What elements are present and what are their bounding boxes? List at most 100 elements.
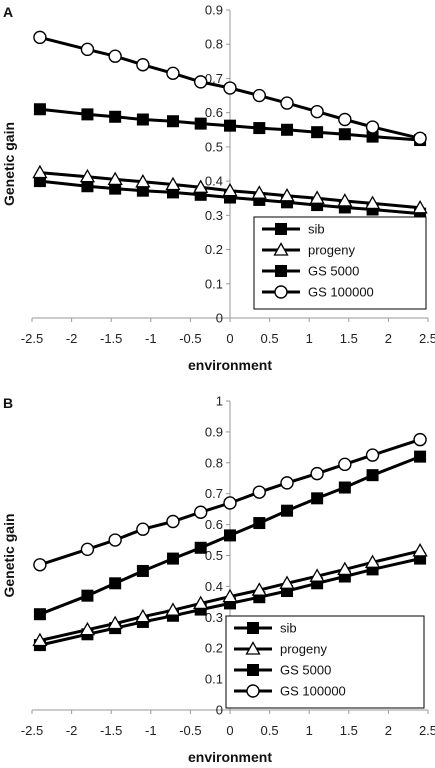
- data-point: [365, 448, 380, 462]
- panel-label: A: [3, 4, 13, 20]
- data-point: [280, 476, 294, 490]
- y-tick-label: 0.9: [205, 3, 223, 18]
- data-point: [33, 103, 46, 116]
- y-tick-label: 0.2: [205, 242, 223, 257]
- series-progeny: [32, 543, 428, 647]
- y-tick-label: 0.6: [205, 105, 223, 120]
- legend-swatch-marker: [275, 223, 287, 235]
- data-point: [108, 533, 122, 547]
- y-tick-label: 0: [216, 703, 223, 718]
- y-tick-label: 0.3: [205, 610, 223, 625]
- y-tick-label: 0.1: [205, 672, 223, 687]
- x-tick-label: 1.5: [340, 723, 358, 738]
- series-gs-100000: [33, 30, 427, 146]
- legend-swatch-marker: [247, 664, 259, 676]
- data-point: [338, 112, 352, 127]
- legend-swatch-marker: [246, 684, 260, 698]
- x-tick-label: 2.5: [419, 331, 435, 346]
- data-point: [337, 193, 353, 207]
- data-point: [166, 514, 180, 529]
- y-tick-label: 0.8: [205, 455, 223, 470]
- data-point: [251, 582, 267, 596]
- x-tick-label: 0.5: [261, 331, 279, 346]
- data-point: [193, 595, 209, 610]
- x-tick-label: 2: [385, 331, 392, 346]
- chart-panel-b: B 0 0.1 0.2 0.3 0.4 0.5 0.6 0.7 0.8 0.9 1 -2.5 -2 -1.5…: [1, 394, 435, 766]
- x-tick-label: -1: [145, 723, 157, 738]
- data-point: [193, 75, 208, 89]
- y-tick-label: 0: [216, 311, 223, 326]
- data-point: [338, 457, 352, 472]
- x-tick-label: -2.5: [21, 331, 43, 346]
- x-tick-label: -2.5: [21, 723, 43, 738]
- legend-item: progeny: [262, 242, 355, 258]
- data-point: [109, 577, 122, 590]
- legend: sib progeny GS 5000 GS 100000: [253, 216, 427, 310]
- data-point: [107, 171, 123, 186]
- data-point: [338, 128, 351, 141]
- data-point: [109, 110, 122, 123]
- y-axis-label: Genetic gain: [1, 513, 17, 597]
- x-axis-label: environment: [188, 357, 272, 373]
- legend-label: GS 100000: [308, 285, 374, 300]
- data-point: [32, 164, 48, 179]
- x-tick-label: 1: [306, 331, 313, 346]
- legend-label: progeny: [280, 642, 327, 657]
- data-point: [281, 123, 294, 136]
- data-point: [223, 496, 237, 510]
- chart-panel-a: A00.10.20.30.40.50.60.70.80.9-2.5 -2 -1.5-…: [1, 3, 435, 374]
- data-point: [413, 131, 427, 146]
- x-tick-label: -2: [66, 331, 78, 346]
- data-point: [193, 505, 208, 519]
- data-point: [135, 173, 151, 188]
- data-point: [311, 126, 324, 139]
- data-point: [253, 517, 266, 530]
- data-point: [338, 481, 351, 494]
- data-point: [365, 120, 380, 134]
- legend-item: GS 100000: [234, 684, 346, 699]
- data-point: [224, 119, 236, 132]
- data-point: [33, 30, 47, 45]
- legend-swatch-marker: [273, 242, 289, 256]
- data-point: [165, 602, 181, 616]
- data-point: [251, 185, 267, 199]
- data-point: [194, 541, 207, 554]
- data-point: [366, 469, 379, 482]
- legend-item: sib: [234, 621, 297, 636]
- data-point: [33, 558, 47, 572]
- x-tick-label: 0.5: [261, 723, 279, 738]
- y-tick-label: 0.3: [205, 208, 223, 223]
- legend-item: GS 5000: [262, 264, 359, 279]
- data-point: [79, 168, 96, 183]
- data-point: [80, 42, 95, 57]
- data-point: [309, 190, 325, 204]
- data-point: [310, 466, 324, 481]
- data-point: [32, 632, 48, 647]
- data-point: [224, 529, 236, 542]
- x-tick-label: -1.5: [100, 331, 122, 346]
- data-point: [310, 104, 324, 119]
- series-gs-100000: [33, 432, 427, 572]
- x-tick-label: -1.5: [100, 723, 122, 738]
- data-point: [309, 568, 325, 582]
- legend-item: GS 100000: [262, 285, 374, 300]
- legend-swatch-marker: [245, 641, 261, 655]
- data-point: [33, 608, 46, 621]
- data-point: [165, 176, 181, 191]
- data-point: [222, 588, 238, 603]
- data-point: [166, 552, 179, 565]
- data-point: [337, 561, 353, 576]
- legend-swatch-marker: [274, 285, 288, 299]
- y-tick-label: 0.4: [205, 174, 223, 189]
- legend-item: progeny: [234, 641, 327, 657]
- data-point: [253, 122, 266, 135]
- data-point: [412, 199, 428, 214]
- y-tick-label: 0.8: [205, 37, 223, 52]
- legend-item: sib: [262, 222, 325, 237]
- y-tick-label: 0.5: [205, 548, 223, 563]
- x-tick-label: 1: [306, 723, 313, 738]
- series-progeny: [32, 164, 428, 214]
- data-point: [107, 615, 123, 630]
- y-tick-label: 0.5: [205, 139, 223, 154]
